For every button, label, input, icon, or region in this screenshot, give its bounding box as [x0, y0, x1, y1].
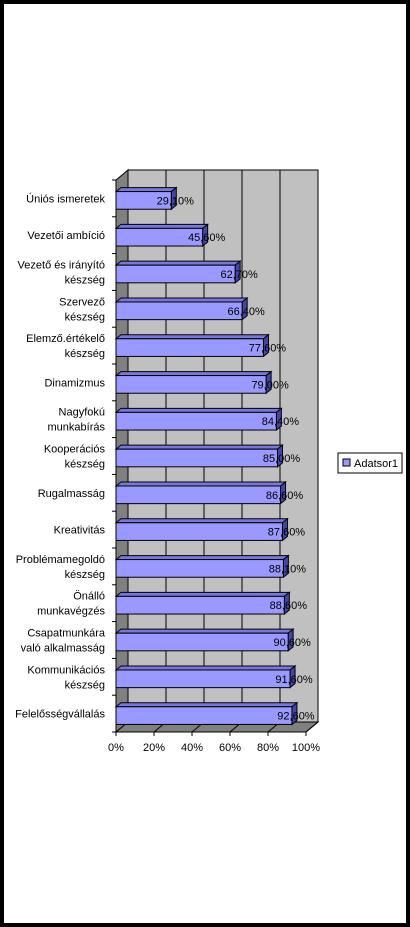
bar — [115, 669, 291, 689]
category-label: Dinamizmus — [44, 377, 105, 389]
x-tick-label: 100% — [292, 742, 320, 754]
category-label: Önálló munkavégzés — [37, 591, 105, 618]
x-tick-label: 60% — [219, 742, 241, 754]
data-label: 77,60% — [249, 343, 287, 355]
data-label: 29,10% — [157, 195, 195, 207]
data-label: 45,60% — [188, 232, 226, 244]
gridline-floor — [305, 721, 319, 733]
data-label: 88,10% — [269, 563, 307, 575]
category-label: Nagyfokú munkabírás — [48, 407, 106, 434]
bar — [115, 375, 267, 394]
data-label: 87,60% — [268, 527, 306, 539]
data-label: 62,70% — [220, 269, 258, 281]
legend-label: Adatsor1 — [354, 458, 398, 470]
bar — [115, 227, 204, 247]
bar — [115, 706, 293, 725]
legend-swatch — [342, 458, 351, 467]
bar-top — [114, 334, 270, 340]
x-tick-label: 0% — [108, 742, 124, 754]
bar-top — [114, 518, 289, 524]
bar-top — [114, 187, 178, 193]
x-tick-label: 40% — [181, 742, 203, 754]
bar — [115, 595, 285, 615]
bar-top — [114, 407, 283, 413]
category-label: Csapatmunkára való alkalmasság — [21, 628, 106, 655]
bar — [115, 411, 277, 431]
bar-top — [114, 223, 210, 229]
bar-top — [114, 371, 273, 377]
category-label: Felelősségvállalás — [15, 709, 105, 721]
bar — [115, 522, 283, 541]
x-tick-label: 20% — [143, 742, 165, 754]
data-label: 88,60% — [270, 600, 308, 612]
bar — [115, 264, 236, 284]
category-label: Kommunikációs készség — [27, 664, 105, 691]
bar-top — [114, 444, 284, 450]
bar — [115, 301, 243, 321]
bar-top — [114, 665, 297, 671]
category-label: Problémamegoldó készség — [16, 554, 105, 581]
bar — [115, 485, 282, 505]
bar — [115, 559, 284, 578]
data-label: 90,60% — [273, 637, 311, 649]
bar — [115, 338, 264, 357]
category-label: Úniós ismeretek — [26, 192, 105, 205]
data-label: 92,60% — [277, 711, 315, 723]
data-label: 86,60% — [266, 490, 304, 502]
data-label: 84,40% — [262, 416, 300, 428]
category-label: Vezetői ambíció — [27, 230, 105, 242]
category-label: Kreativitás — [54, 525, 106, 537]
bar — [115, 448, 278, 468]
bar-top — [114, 591, 291, 597]
category-label: Kooperációs készség — [44, 444, 106, 471]
category-label: Szervező készség — [59, 296, 105, 323]
bar-top — [114, 555, 290, 561]
bar-top — [114, 260, 242, 266]
category-label: Elemző.értékelő készség — [26, 333, 105, 360]
data-label: 79,00% — [251, 379, 289, 391]
data-label: 91,60% — [275, 674, 313, 686]
bar-top — [114, 481, 287, 487]
bar-top — [114, 297, 249, 303]
bar — [115, 632, 289, 652]
bar — [115, 191, 172, 210]
category-label: Rugalmasság — [38, 488, 105, 500]
category-label: Vezető és irányító készség — [18, 260, 105, 287]
bar-top — [114, 702, 299, 708]
legend — [337, 452, 403, 474]
data-label: 66,40% — [228, 306, 266, 318]
data-label: 85,00% — [263, 453, 301, 465]
bar-top — [114, 628, 295, 634]
x-tick-label: 80% — [257, 742, 279, 754]
